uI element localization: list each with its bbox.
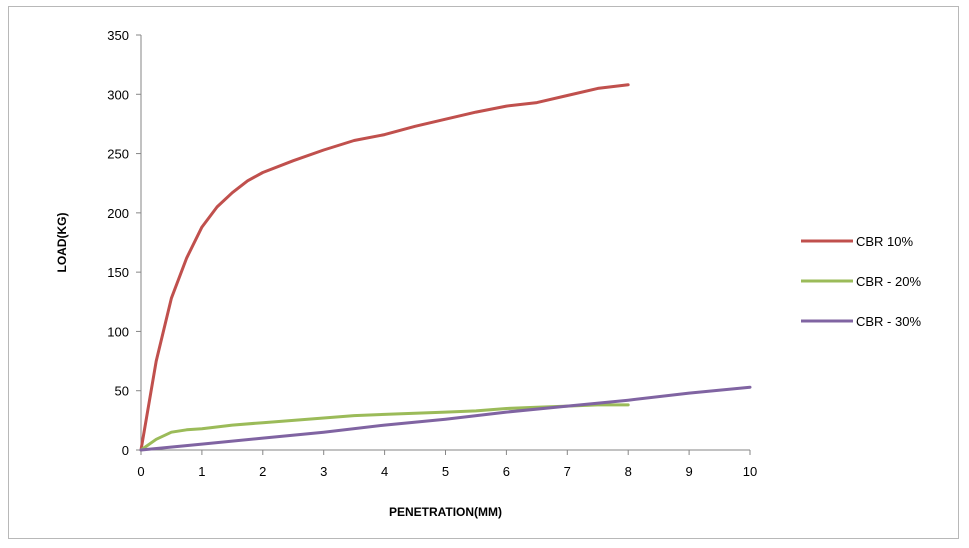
legend-item: CBR - 20% — [801, 274, 921, 289]
legend-label: CBR - 30% — [856, 314, 921, 329]
y-tick-label: 200 — [107, 206, 129, 221]
y-tick-label: 100 — [107, 324, 129, 339]
y-tick-label: 250 — [107, 147, 129, 162]
y-axis-title: LOAD(KG) — [55, 213, 69, 273]
y-ticks: 0 50 100 150 200 250 300 350 — [107, 28, 141, 458]
legend-item: CBR - 30% — [801, 314, 921, 329]
axes — [140, 35, 750, 451]
y-tick-label: 300 — [107, 87, 129, 102]
x-tick-label: 8 — [625, 464, 632, 479]
x-tick-label: 3 — [320, 464, 327, 479]
series-line-cbr-20 — [139, 403, 630, 452]
x-tick-label: 0 — [137, 464, 144, 479]
legend-item: CBR 10% — [801, 234, 914, 249]
y-tick-label: 150 — [107, 265, 129, 280]
series-layer — [139, 83, 752, 452]
series-line-cbr-30 — [139, 385, 752, 452]
y-tick-label: 350 — [107, 28, 129, 43]
x-tick-label: 9 — [685, 464, 692, 479]
x-ticks: 0 1 2 3 4 5 6 7 8 9 10 — [137, 450, 757, 479]
x-axis-title: PENETRATION(MM) — [389, 505, 502, 519]
y-tick-label: 50 — [115, 384, 129, 399]
x-tick-label: 10 — [743, 464, 757, 479]
x-tick-label: 4 — [381, 464, 388, 479]
legend-label: CBR 10% — [856, 234, 914, 249]
x-tick-label: 6 — [503, 464, 510, 479]
series-line-cbr-10 — [139, 83, 630, 452]
legend: CBR 10% CBR - 20% CBR - 30% — [801, 234, 921, 329]
x-tick-label: 1 — [198, 464, 205, 479]
legend-label: CBR - 20% — [856, 274, 921, 289]
y-tick-label: 0 — [122, 443, 129, 458]
x-tick-label: 7 — [564, 464, 571, 479]
x-tick-label: 5 — [442, 464, 449, 479]
x-tick-label: 2 — [259, 464, 266, 479]
